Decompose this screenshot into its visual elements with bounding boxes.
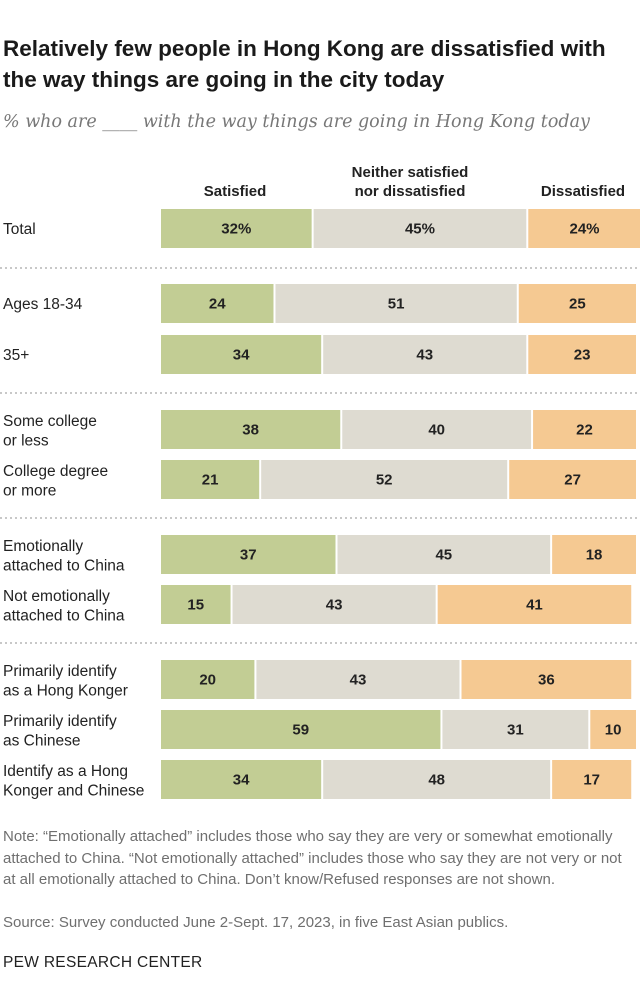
pew-logo-text: PEW RESEARCH CENTER xyxy=(3,954,203,971)
bar-neither-4-1 xyxy=(442,710,589,749)
row-label-2-0: Some college or less xyxy=(3,413,97,450)
value-label-neither-1-1: 43 xyxy=(416,347,433,364)
value-label-satisfied-4-1: 59 xyxy=(292,722,309,739)
bar-neither-4-2 xyxy=(323,760,551,799)
value-label-neither-3-0: 45 xyxy=(435,547,452,564)
chart-source: Source: Survey conducted June 2-Sept. 17… xyxy=(3,914,509,931)
bar-dissatisfied-1-0 xyxy=(518,284,636,323)
row-label-1-0: Ages 18-34 xyxy=(3,296,83,313)
bar-dissatisfied-4-1 xyxy=(590,710,636,749)
bar-dissatisfied-2-1 xyxy=(509,460,636,499)
row-label-4-2: Identify as a Hong Konger and Chinese xyxy=(3,763,144,800)
bar-neither-1-1 xyxy=(323,335,527,374)
bar-satisfied-3-0 xyxy=(161,535,336,574)
bar-dissatisfied-4-2 xyxy=(552,760,632,799)
column-header-dissatisfied: Dissatisfied xyxy=(540,183,626,200)
value-label-satisfied-4-0: 20 xyxy=(199,672,216,689)
value-label-neither-0-0: 45% xyxy=(405,221,435,238)
value-label-dissatisfied-2-1: 27 xyxy=(564,472,581,489)
column-header-neither-line2: nor dissatisfied xyxy=(354,183,466,200)
value-label-dissatisfied-4-1: 10 xyxy=(605,722,622,739)
value-label-satisfied-1-1: 34 xyxy=(233,347,250,364)
bar-neither-4-0 xyxy=(256,660,460,699)
bar-satisfied-4-2 xyxy=(161,760,322,799)
value-label-satisfied-3-0: 37 xyxy=(240,547,257,564)
bar-dissatisfied-2-0 xyxy=(533,410,636,449)
value-label-satisfied-2-0: 38 xyxy=(242,422,259,439)
bar-neither-0-0 xyxy=(313,209,527,248)
row-label-4-1: Primarily identify as Chinese xyxy=(3,713,117,750)
bar-satisfied-1-1 xyxy=(161,335,322,374)
value-label-neither-4-1: 31 xyxy=(507,722,524,739)
bar-satisfied-3-1 xyxy=(161,585,231,624)
value-label-neither-2-0: 40 xyxy=(428,422,445,439)
row-label-4-0: Primarily identify as a Hong Konger xyxy=(3,663,128,700)
value-label-satisfied-3-1: 15 xyxy=(187,597,204,614)
row-label-0-0: Total xyxy=(3,221,36,238)
bar-dissatisfied-3-1 xyxy=(437,585,632,624)
value-label-dissatisfied-2-0: 22 xyxy=(576,422,593,439)
bar-neither-3-1 xyxy=(232,585,436,624)
value-label-dissatisfied-4-2: 17 xyxy=(583,772,600,789)
bar-dissatisfied-3-0 xyxy=(552,535,636,574)
bar-satisfied-4-1 xyxy=(161,710,441,749)
value-label-satisfied-2-1: 21 xyxy=(202,472,219,489)
bar-dissatisfied-0-0 xyxy=(528,209,640,248)
value-label-dissatisfied-0-0: 24% xyxy=(570,221,600,238)
value-label-neither-1-0: 51 xyxy=(388,296,405,313)
bar-satisfied-0-0 xyxy=(161,209,312,248)
row-label-1-1: 35+ xyxy=(3,347,29,364)
bar-dissatisfied-1-1 xyxy=(528,335,636,374)
bar-neither-1-0 xyxy=(275,284,517,323)
value-label-dissatisfied-3-1: 41 xyxy=(526,597,543,614)
column-header-neither-line1: Neither satisfied xyxy=(351,164,469,181)
column-header-neither: Neither satisfied nor dissatisfied xyxy=(330,163,490,201)
chart-note: Note: “Emotionally attached” includes th… xyxy=(3,828,622,888)
column-header-satisfied: Satisfied xyxy=(203,183,267,200)
value-label-neither-3-1: 43 xyxy=(326,597,343,614)
row-label-2-1: College degree or more xyxy=(3,463,108,500)
bar-satisfied-1-0 xyxy=(161,284,274,323)
bar-satisfied-2-1 xyxy=(161,460,260,499)
row-label-3-0: Emotionally attached to China xyxy=(3,538,125,575)
bar-satisfied-2-0 xyxy=(161,410,341,449)
bar-satisfied-4-0 xyxy=(161,660,255,699)
value-label-satisfied-4-2: 34 xyxy=(233,772,250,789)
bar-neither-2-0 xyxy=(342,410,532,449)
row-label-3-1: Not emotionally attached to China xyxy=(3,588,125,625)
bar-dissatisfied-4-0 xyxy=(461,660,632,699)
value-label-dissatisfied-3-0: 18 xyxy=(586,547,603,564)
value-label-neither-4-0: 43 xyxy=(350,672,367,689)
value-label-neither-4-2: 48 xyxy=(428,772,445,789)
chart-title: Relatively few people in Hong Kong are d… xyxy=(3,36,606,92)
value-label-satisfied-0-0: 32% xyxy=(221,221,251,238)
value-label-dissatisfied-1-1: 23 xyxy=(574,347,591,364)
bar-neither-3-0 xyxy=(337,535,551,574)
value-label-neither-2-1: 52 xyxy=(376,472,393,489)
value-label-dissatisfied-1-0: 25 xyxy=(569,296,586,313)
bar-neither-2-1 xyxy=(261,460,508,499)
chart-subtitle: % who are ____ with the way things are g… xyxy=(3,112,590,132)
value-label-satisfied-1-0: 24 xyxy=(209,296,226,313)
value-label-dissatisfied-4-0: 36 xyxy=(538,672,555,689)
